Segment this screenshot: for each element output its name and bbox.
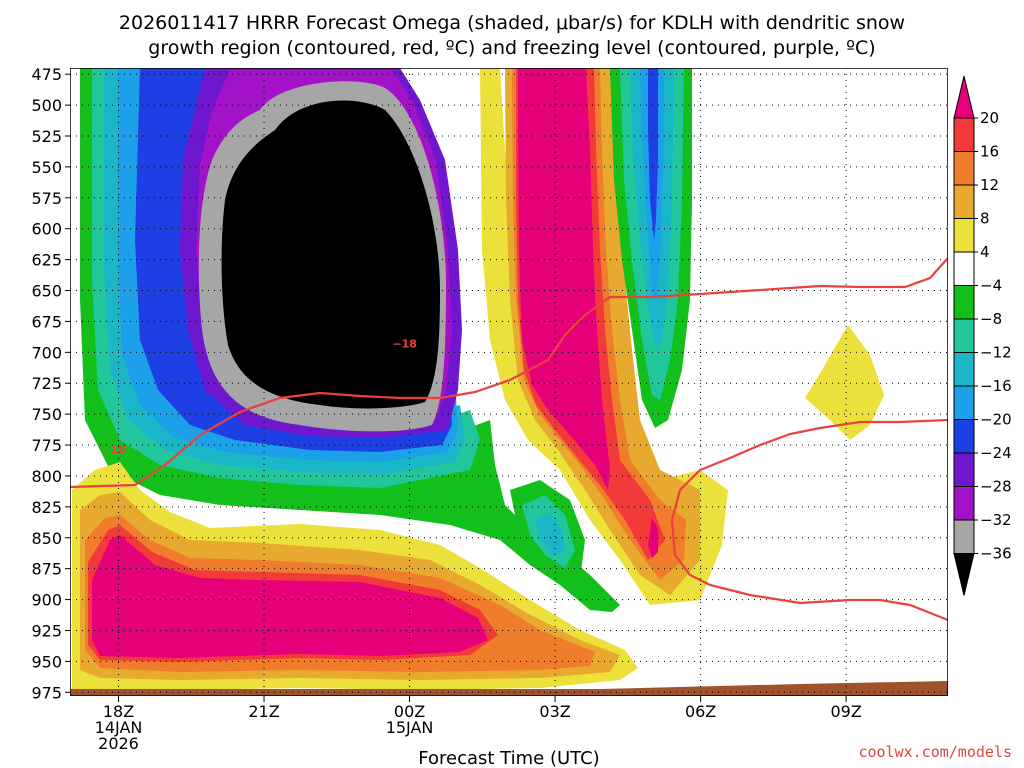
grid-lines <box>70 68 948 696</box>
colorbar-label: −24 <box>980 444 1012 462</box>
y-tick-label: 725 <box>31 374 62 393</box>
colorbar-label: 16 <box>980 143 999 161</box>
colorbar-segment <box>953 251 975 286</box>
y-tick-label: 875 <box>31 560 62 579</box>
x-axis-label: Forecast Time (UTC) <box>418 748 599 768</box>
y-tick-label: 675 <box>31 312 62 331</box>
colorbar-segment <box>953 184 975 219</box>
contour-minus18-upper <box>70 257 948 489</box>
colorbar: 20 16 12 8 4 −4 −8 −12 −16 −20 −24 −28 −32 −36 <box>953 75 1012 596</box>
colorbar-label: 20 <box>980 109 999 127</box>
colorbar-segment <box>953 486 975 521</box>
chart-title-line1: 2026011417 HRRR Forecast Omega (shaded, … <box>119 12 905 34</box>
colorbar-label: −32 <box>980 511 1012 529</box>
colorbar-segment <box>953 352 975 387</box>
colorbar-top-arrow <box>953 75 975 119</box>
colorbar-label: −12 <box>980 344 1012 362</box>
colorbar-segment <box>953 452 975 487</box>
y-tick-label: 500 <box>31 96 62 115</box>
x-tick-label: 00Z <box>394 702 425 721</box>
terrain-surface <box>70 681 948 696</box>
x-tick-label: 21Z <box>248 702 279 721</box>
colorbar-segment <box>953 285 975 320</box>
colorbar-label: −36 <box>980 545 1012 563</box>
y-tick-label: 625 <box>31 251 62 270</box>
colorbar-segment <box>953 117 975 152</box>
colorbar-segment <box>953 419 975 454</box>
contour-minus18-lower <box>670 418 948 622</box>
colorbar-label: −4 <box>980 277 1002 295</box>
right-yellow-blob <box>805 325 884 440</box>
y-tick-label: 900 <box>31 591 62 610</box>
credit-text: coolwx.com/models <box>858 743 1012 761</box>
omega-black <box>221 100 440 409</box>
y-tick-label: 775 <box>31 436 62 455</box>
contour-labels: −18 −18 <box>101 338 417 456</box>
lower-magenta <box>92 535 488 658</box>
contour-label: −18 <box>101 443 126 456</box>
mid-low-cyan <box>535 512 565 555</box>
colorbar-label: −8 <box>980 310 1002 328</box>
x-tick-label: 2026 <box>98 734 139 753</box>
x-tick-label: 18Z <box>103 702 134 721</box>
colorbar-segment <box>953 218 975 253</box>
y-tick-label: 575 <box>31 189 62 208</box>
y-tick-label: 600 <box>31 220 62 239</box>
colorbar-label: −20 <box>980 411 1012 429</box>
y-tick-label: 750 <box>31 405 62 424</box>
colorbar-label: 8 <box>980 210 990 228</box>
x-tick-label: 06Z <box>685 702 716 721</box>
colorbar-label: −16 <box>980 377 1012 395</box>
y-tick-label: 525 <box>31 127 62 146</box>
y-tick-label: 700 <box>31 343 62 362</box>
x-tick-label: 09Z <box>830 702 861 721</box>
y-tick-label: 825 <box>31 498 62 517</box>
y-tick-label: 975 <box>31 683 62 702</box>
y-axis-ticks: 475 500 525 550 575 600 625 650 675 700 725 750 775 8… <box>31 65 70 702</box>
chart-title-line2: growth region (contoured, red, ºC) and f… <box>148 37 875 59</box>
colorbar-segment <box>953 385 975 420</box>
colorbar-label: −28 <box>980 478 1012 496</box>
y-tick-label: 925 <box>31 621 62 640</box>
y-tick-label: 950 <box>31 652 62 671</box>
colorbar-segment <box>953 519 975 554</box>
mid-magenta-band <box>518 68 610 490</box>
x-tick-label: 03Z <box>539 702 570 721</box>
x-tick-label: 15JAN <box>386 718 434 737</box>
colorbar-segment <box>953 151 975 186</box>
x-tick-label: 14JAN <box>95 718 143 737</box>
colorbar-label: 12 <box>980 176 999 194</box>
plot-area: −18 −18 <box>70 68 948 696</box>
y-tick-label: 650 <box>31 282 62 301</box>
y-tick-label: 475 <box>31 65 62 84</box>
right-blue-streak <box>648 68 658 240</box>
contour-label: −18 <box>392 338 417 351</box>
colorbar-segment <box>953 318 975 353</box>
y-tick-label: 550 <box>31 158 62 177</box>
colorbar-bottom-arrow <box>953 553 975 596</box>
colorbar-label: 4 <box>980 243 990 261</box>
y-tick-label: 850 <box>31 529 62 548</box>
y-tick-label: 800 <box>31 467 62 486</box>
